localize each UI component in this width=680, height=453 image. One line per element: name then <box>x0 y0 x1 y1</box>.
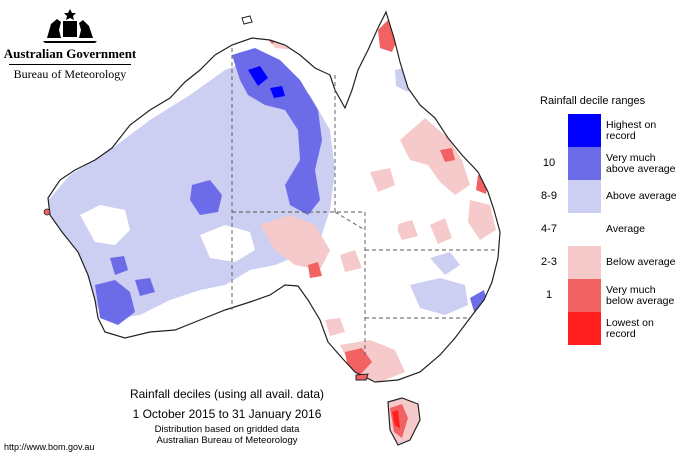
legend-item: 10 Very much above average <box>535 147 680 180</box>
legend-swatch <box>568 279 601 312</box>
legend-code: 8-9 <box>541 190 557 202</box>
legend-label: Average <box>606 223 645 235</box>
government-name: Australian Government <box>3 46 137 61</box>
legend-label: Lowest on record <box>606 316 654 340</box>
legend-swatch <box>568 114 601 147</box>
legend-swatch <box>568 312 601 345</box>
logo-divider <box>9 64 131 65</box>
legend-item: 2-3 Below average <box>535 246 680 279</box>
bureau-name: Bureau of Meteorology <box>13 67 127 81</box>
legend-code: 2-3 <box>541 256 557 268</box>
legend-item: 4-7 Average <box>535 213 680 246</box>
legend-code: 10 <box>542 157 556 169</box>
caption-date-range: 1 October 2015 to 31 January 2016 <box>132 407 322 421</box>
australian-government-logo: Australian Government Bureau of Meteorol… <box>0 8 140 81</box>
decile-regions <box>48 18 496 382</box>
legend-swatch <box>568 147 601 180</box>
legend-item: Lowest on record <box>535 312 680 345</box>
map-caption: Rainfall deciles (using all avail. data)… <box>112 387 342 446</box>
legend-label: Very much above average <box>606 151 676 175</box>
legend-swatch <box>568 180 601 213</box>
legend-label: Very much below average <box>606 283 675 307</box>
caption-source: Australian Bureau of Meteorology <box>156 435 298 446</box>
state-borders <box>231 48 495 355</box>
legend-item: Highest on record <box>535 114 680 147</box>
caption-note: Distribution based on gridded data <box>154 424 300 435</box>
legend-title: Rainfall decile ranges <box>540 95 646 107</box>
legend-item: 8-9 Above average <box>535 180 680 213</box>
legend-label: Highest on record <box>606 118 657 142</box>
caption-title: Rainfall deciles (using all avail. data) <box>129 387 325 401</box>
legend-item: 1 Very much below average <box>535 279 680 312</box>
legend-swatch <box>568 213 601 246</box>
legend-code: 1 <box>545 289 553 301</box>
footer-url[interactable]: http://www.bom.gov.au <box>4 442 95 452</box>
legend: Rainfall decile ranges Highest on record… <box>535 95 680 345</box>
legend-label: Above average <box>606 190 677 202</box>
legend-code: 4-7 <box>541 223 557 235</box>
legend-swatch <box>568 246 601 279</box>
coat-of-arms-icon <box>43 9 97 43</box>
legend-label: Below average <box>606 256 676 268</box>
